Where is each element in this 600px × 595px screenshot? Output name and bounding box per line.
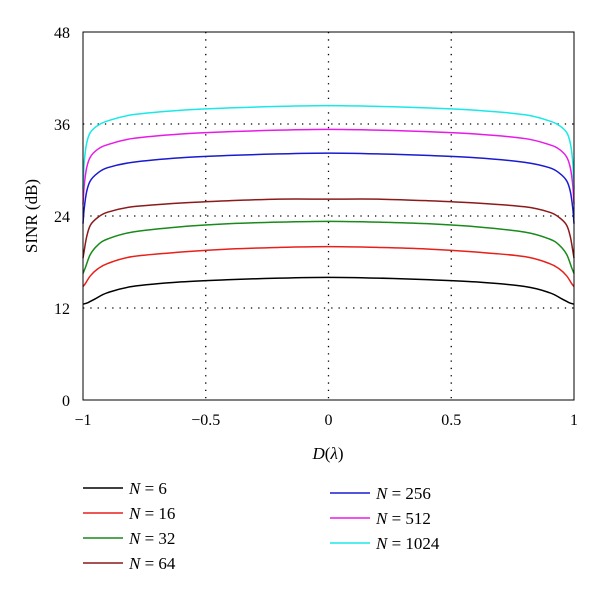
legend-label: N = 32 — [128, 529, 175, 548]
series-line-n-1024 — [82, 104, 575, 190]
legend-label: N = 64 — [128, 554, 176, 573]
legend-label: N = 512 — [375, 509, 431, 528]
y-tick-label: 0 — [62, 393, 70, 410]
legend: N = 6 N = 16 N = 32 N = 64 N = 256 N = 512 N =… — [83, 479, 440, 573]
y-tick-label: 36 — [54, 117, 70, 134]
y-tick-labels: 0 12 24 36 48 — [54, 25, 70, 410]
x-axis-label: D(λ) — [312, 444, 344, 463]
series-lines — [82, 104, 575, 305]
legend-label: N = 256 — [375, 484, 431, 503]
grid-lines — [83, 32, 574, 400]
series-line-n-256 — [82, 152, 575, 224]
y-tick-label: 12 — [54, 301, 70, 318]
y-axis-label: SINR (dB) — [22, 179, 41, 253]
legend-label: N = 6 — [128, 479, 167, 498]
series-line-n-32 — [82, 220, 575, 274]
x-tick-label: −0.5 — [191, 412, 220, 429]
y-tick-label: 24 — [54, 209, 70, 226]
x-tick-label: 0.5 — [441, 412, 461, 429]
x-tick-labels: −1 −0.5 0 0.5 1 — [74, 412, 578, 429]
y-tick-label: 48 — [54, 25, 70, 42]
plot-frame — [82, 31, 575, 401]
legend-label: N = 16 — [128, 504, 175, 523]
series-line-n-64 — [82, 198, 575, 259]
x-tick-label: 1 — [570, 412, 578, 429]
x-tick-label: −1 — [74, 412, 91, 429]
series-line-n-16 — [82, 245, 575, 288]
legend-label: N = 1024 — [375, 534, 440, 553]
series-line-n-6 — [82, 276, 575, 305]
series-line-n-512 — [82, 128, 575, 205]
x-tick-label: 0 — [325, 412, 333, 429]
